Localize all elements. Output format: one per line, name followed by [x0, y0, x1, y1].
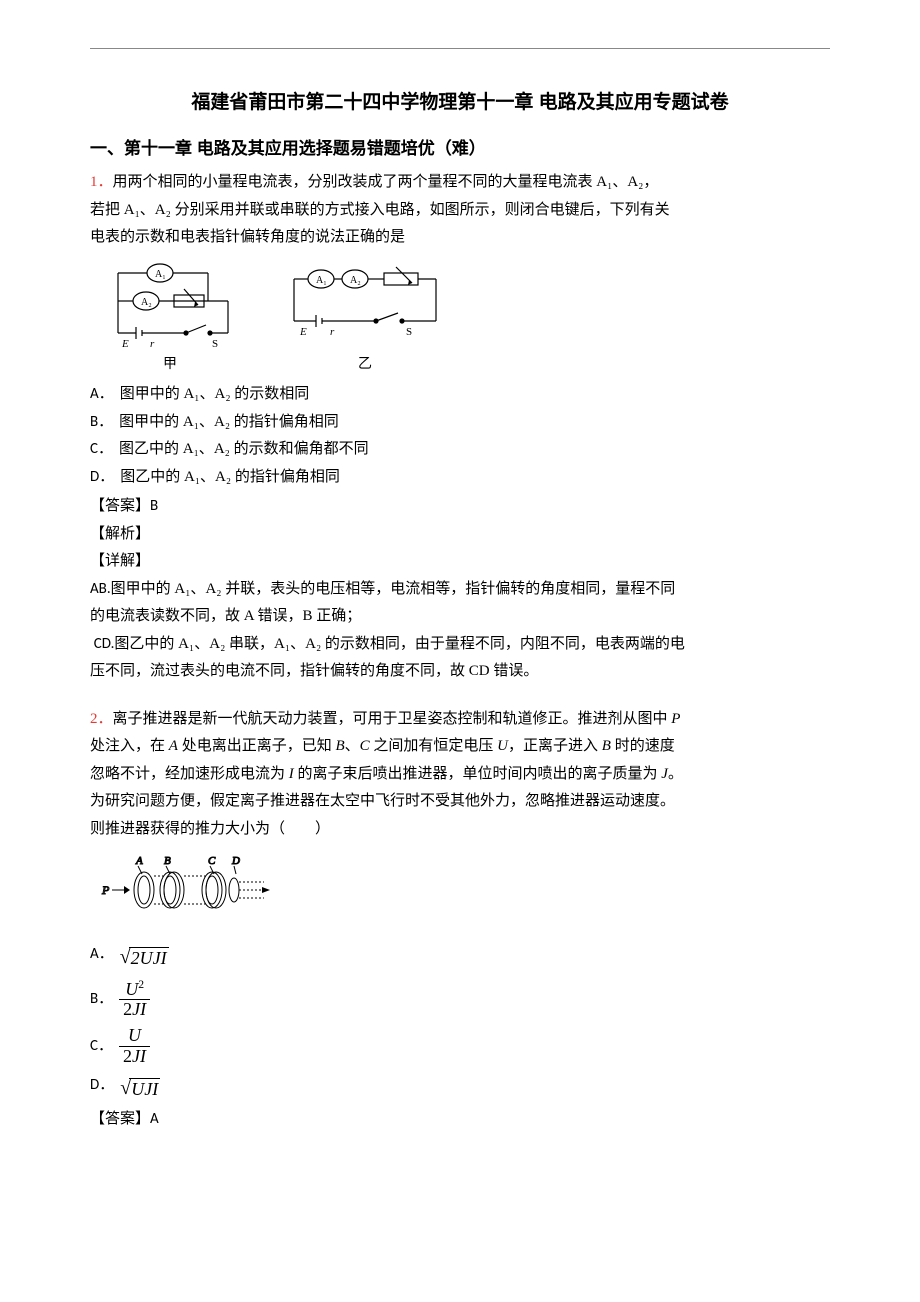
q2-answer: 【答案】A	[90, 1107, 830, 1133]
option-text: 图甲中的 A₁、A₂ 的示数相同	[120, 382, 310, 408]
q2-stem-line3: 忽略不计，经加速形成电流为 I 的离子束后喷出推进器，单位时间内喷出的离子质量为…	[90, 762, 830, 788]
emf-label-yi: E	[299, 326, 307, 338]
emf-label: E	[121, 338, 129, 350]
option-letter: B．	[90, 410, 113, 436]
q2-option-c: C． U 2JI	[90, 1026, 830, 1067]
exam-title: 福建省莆田市第二十四中学物理第十一章 电路及其应用专题试卷	[90, 87, 830, 119]
option-text: 图乙中的 A₁、A₂ 的指针偏角相同	[120, 465, 340, 491]
q2-stem-line4: 为研究问题方便，假定离子推进器在太空中飞行时不受其他外力，忽略推进器运动速度。	[90, 789, 830, 815]
option-formula: U2 2JI	[119, 979, 150, 1021]
section-heading: 一、第十一章 电路及其应用选择题易错题培优（难）	[90, 135, 830, 164]
q1-option-a: A． 图甲中的 A₁、A₂ 的示数相同	[90, 382, 830, 408]
page-top-rule	[90, 48, 830, 49]
q1-analysis-label: 【解析】	[90, 522, 830, 548]
q1-figure-jia: A₁ A₂ E r S 甲	[100, 261, 240, 377]
q2-stem-line1: 2．离子推进器是新一代航天动力装置，可用于卫星姿态控制和轨道修正。推进剂从图中 …	[90, 707, 830, 733]
q1-stem-line1: 用两个相同的小量程电流表，分别改装成了两个量程不同的大量程电流表 A₁、A₂，	[113, 174, 659, 190]
q2-option-d: D． √UJI	[90, 1073, 830, 1104]
q2-stem-line5: 则推进器获得的推力大小为（ ）	[90, 817, 830, 843]
q1-option-c: C． 图乙中的 A₁、A₂ 的示数和偏角都不同	[90, 437, 830, 463]
meter-a2-label: A₂	[141, 297, 152, 308]
q1-detail-cd: CD.图乙中的 A₁、A₂ 串联，A₁、A₂ 的示数相同，由于量程不同，内阻不同…	[90, 632, 830, 658]
option-letter: A．	[90, 382, 114, 408]
q1-detail-ab: AB.图甲中的 A₁、A₂ 并联，表头的电压相等，电流相等，指针偏转的角度相同，…	[90, 577, 830, 603]
option-formula: √UJI	[120, 1073, 160, 1104]
q2-stem-line2: 处注入，在 A 处电离出正离子，已知 B、C 之间加有恒定电压 U，正离子进入 …	[90, 734, 830, 760]
option-letter: B．	[90, 987, 113, 1013]
q2-option-a: A． √2UJI	[90, 942, 830, 973]
option-text: 图乙中的 A₁、A₂ 的示数和偏角都不同	[119, 437, 369, 463]
fig-label-jia: 甲	[163, 353, 177, 377]
meter-a1-label-yi: A₁	[316, 275, 327, 286]
q2-option-b: B． U2 2JI	[90, 979, 830, 1021]
q1-figure: A₁ A₂ E r S 甲	[100, 261, 830, 377]
option-letter: C．	[90, 1034, 113, 1060]
switch-label-yi: S	[406, 326, 412, 338]
r-label-yi: r	[330, 326, 335, 338]
option-letter: C．	[90, 437, 113, 463]
svg-text:C: C	[208, 855, 216, 867]
meter-a2-label-yi: A₂	[350, 275, 361, 286]
q2-number: 2．	[90, 711, 113, 727]
q1-detail-ab2: 的电流表读数不同，故 A 错误，B 正确；	[90, 604, 830, 630]
q1-option-b: B． 图甲中的 A₁、A₂ 的指针偏角相同	[90, 410, 830, 436]
svg-text:P: P	[101, 883, 110, 897]
switch-label: S	[212, 338, 218, 350]
svg-text:B: B	[164, 855, 171, 867]
q1-detail-label: 【详解】	[90, 549, 830, 575]
q2-figure: A B C D P	[100, 852, 830, 934]
option-text: 图甲中的 A₁、A₂ 的指针偏角相同	[119, 410, 339, 436]
ion-thruster-icon: A B C D P	[100, 852, 280, 924]
q1-stem-line3: 电表的示数和电表指针偏转角度的说法正确的是	[90, 225, 830, 251]
q1-figure-yi: A₁ A₂ E r S 乙	[280, 261, 450, 377]
circuit-jia-icon: A₁ A₂ E r S	[100, 261, 240, 351]
q1-answer-block: 【答案】B 【解析】 【详解】 AB.图甲中的 A₁、A₂ 并联，表头的电压相等…	[90, 494, 830, 685]
option-letter: D．	[90, 465, 114, 491]
q1-number: 1．	[90, 174, 113, 190]
q1-stem-line2: 若把 A₁、A₂ 分别采用并联或串联的方式接入电路，如图所示，则闭合电键后，下列…	[90, 198, 830, 224]
fig-label-yi: 乙	[358, 353, 372, 377]
option-letter: D．	[90, 1073, 114, 1104]
q1-stem: 1．用两个相同的小量程电流表，分别改装成了两个量程不同的大量程电流表 A₁、A₂…	[90, 170, 830, 196]
q1-detail-cd2: 压不同，流过表头的电流不同，指针偏转的角度不同，故 CD 错误。	[90, 659, 830, 685]
svg-text:A: A	[135, 855, 143, 867]
option-letter: A．	[90, 942, 114, 973]
option-formula: U 2JI	[119, 1026, 150, 1067]
q1-option-d: D． 图乙中的 A₁、A₂ 的指针偏角相同	[90, 465, 830, 491]
r-label: r	[150, 338, 155, 350]
meter-a1-label: A₁	[155, 269, 166, 280]
circuit-yi-icon: A₁ A₂ E r S	[280, 261, 450, 351]
svg-text:D: D	[231, 855, 240, 867]
q1-answer: 【答案】B	[90, 494, 830, 520]
option-formula: √2UJI	[120, 942, 169, 973]
